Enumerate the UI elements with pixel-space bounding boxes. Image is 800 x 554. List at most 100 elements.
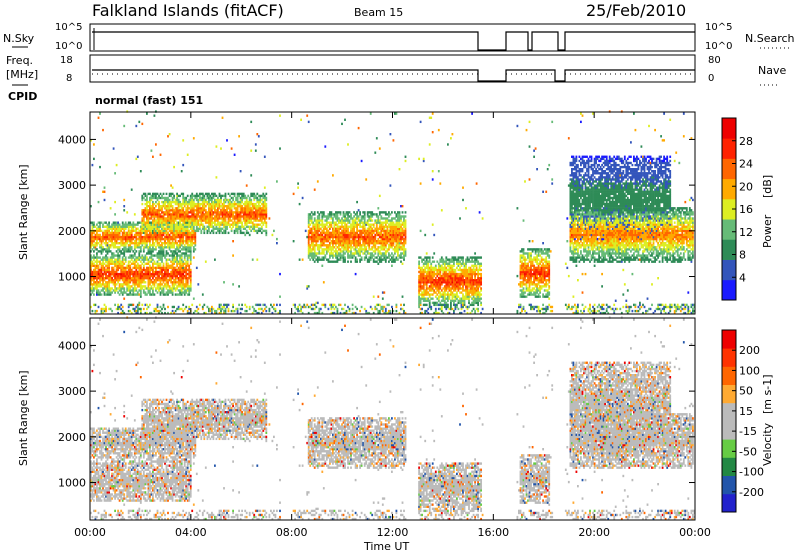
power-cell (433, 268, 436, 272)
power-cell (93, 221, 95, 224)
power-cell (146, 198, 148, 202)
power-cell (173, 231, 176, 235)
power-cell (103, 225, 106, 228)
power-cell (141, 225, 144, 228)
power-cell (378, 231, 381, 235)
power-cell (226, 303, 228, 307)
power-cell (161, 244, 163, 247)
power-cell (96, 272, 98, 276)
power-cell (307, 252, 310, 255)
power-cell (380, 256, 383, 259)
power-cell (127, 268, 130, 272)
power-cell (336, 217, 339, 220)
power-cell (333, 227, 336, 230)
power-cell (365, 246, 368, 249)
power-cell (348, 219, 351, 222)
power-cell (403, 240, 405, 243)
power-cell (109, 225, 112, 228)
power-cell (94, 272, 97, 276)
power-cell (146, 303, 148, 307)
power-cell (236, 196, 239, 200)
power-cell (192, 213, 195, 216)
power-cell (149, 237, 151, 241)
power-cell (142, 229, 145, 233)
power-cell (254, 303, 257, 307)
power-cell (422, 268, 425, 272)
power-cell (97, 242, 100, 245)
power-cell (129, 250, 132, 253)
power-cell (186, 283, 189, 286)
power-cell (165, 219, 168, 222)
power-cell (183, 289, 186, 292)
power-cell (102, 128, 104, 132)
power-cell (97, 264, 100, 267)
power-cell (186, 207, 189, 210)
power-cell (421, 268, 424, 272)
power-cell (374, 256, 377, 259)
power-cell (378, 256, 381, 259)
power-cell (318, 213, 321, 216)
power-cell (153, 248, 156, 251)
power-cell (91, 262, 94, 265)
power-cell (254, 149, 257, 152)
power-cell (147, 305, 150, 309)
power-cell (146, 223, 148, 226)
power-cell (241, 215, 244, 218)
power-cell (392, 225, 395, 228)
power-cell (248, 233, 251, 237)
power-cell (351, 217, 354, 220)
power-cell (436, 287, 439, 290)
power-cell (433, 301, 436, 305)
power-cell (427, 279, 430, 282)
power-cell (176, 268, 179, 272)
power-cell (186, 231, 189, 235)
power-cell (419, 285, 422, 288)
power-cell (170, 244, 173, 247)
power-cell (182, 192, 185, 196)
power-cell (403, 215, 405, 218)
power-cell (91, 289, 94, 292)
power-cell (123, 287, 126, 290)
power-cell (250, 149, 253, 152)
power-cell (422, 264, 425, 267)
power-cell (351, 252, 354, 255)
power-cell (310, 244, 313, 247)
power-cell (239, 311, 242, 315)
power-cell (227, 309, 230, 313)
power-cell (369, 252, 372, 255)
power-cell (421, 274, 424, 278)
power-cell (150, 211, 153, 214)
power-cell (186, 246, 189, 249)
power-cell (99, 272, 101, 276)
power-cell (167, 252, 169, 255)
power-cell (375, 260, 378, 263)
power-cell (177, 244, 180, 247)
power-cell (194, 213, 197, 216)
power-cell (318, 219, 321, 222)
power-cell (150, 274, 153, 278)
freq-panel (89, 54, 696, 83)
power-cell (425, 309, 428, 313)
power-cell (211, 215, 213, 218)
power-cell (374, 248, 377, 251)
power-cell (161, 237, 163, 241)
power-cell (344, 237, 346, 241)
power-cell (135, 268, 138, 272)
power-cell (150, 272, 153, 276)
power-cell (173, 272, 176, 276)
power-cell (211, 223, 213, 226)
power-cell (342, 256, 345, 259)
power-cell (117, 260, 120, 263)
power-cell (208, 223, 210, 226)
power-cell (419, 287, 422, 290)
power-cell (164, 307, 166, 311)
power-cell (186, 287, 189, 290)
power-cell (144, 258, 147, 261)
power-cell (186, 211, 189, 214)
power-cell (171, 225, 174, 228)
power-cell (146, 268, 148, 272)
power-cell (372, 250, 375, 253)
power-cell (324, 235, 327, 239)
power-cell (419, 303, 422, 307)
power-cell (315, 237, 318, 241)
